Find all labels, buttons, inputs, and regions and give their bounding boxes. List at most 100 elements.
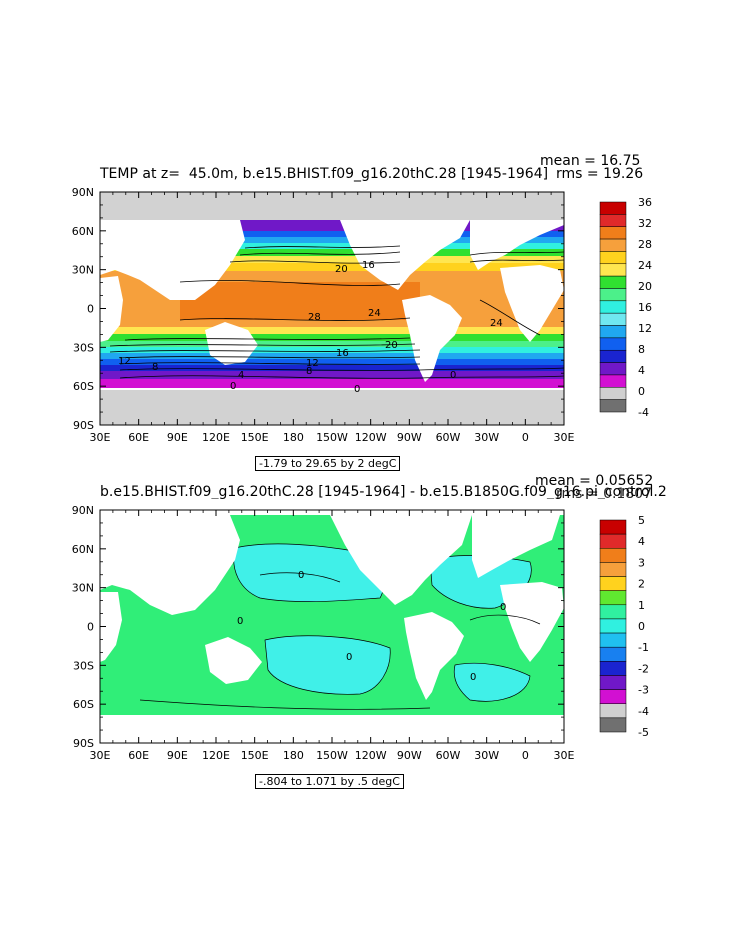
colorbar-swatch <box>599 576 627 591</box>
x-tick-label: 180 <box>283 431 304 444</box>
colorbar-label: -4 <box>638 406 649 419</box>
colorbar-swatch <box>599 590 627 606</box>
colorbar-label: 24 <box>638 259 652 272</box>
colorbar-swatch <box>599 300 627 314</box>
colorbar-swatch <box>599 661 627 676</box>
y-tick-label: 30N <box>72 582 94 595</box>
colorbar-swatch <box>599 646 627 662</box>
colorbar-label: 0 <box>638 620 645 633</box>
colorbar-swatch <box>599 562 627 577</box>
colorbar-swatch <box>599 717 627 733</box>
colorbar-label: -4 <box>638 705 649 718</box>
panel1-contour-label: 20 <box>335 264 348 275</box>
colorbar-label: 2 <box>638 578 645 591</box>
colorbar-label: 32 <box>638 217 652 230</box>
colorbar-label: -1 <box>638 641 649 654</box>
colorbar-swatch <box>599 214 627 227</box>
x-tick-label: 60W <box>436 749 461 762</box>
colorbar-swatch <box>599 288 627 302</box>
y-tick-label: 60S <box>73 380 94 393</box>
colorbar-swatch <box>599 399 627 413</box>
x-tick-label: 150W <box>316 431 348 444</box>
x-tick-label: 180 <box>283 749 304 762</box>
panel1-land <box>100 220 564 425</box>
colorbar-swatch <box>599 548 627 563</box>
panel2-rms: rms = 0.1807 <box>556 486 653 502</box>
colorbar-swatch <box>599 251 627 265</box>
panel1-contour-label: 20 <box>385 340 398 351</box>
x-tick-label: 60W <box>436 431 461 444</box>
colorbar-swatch <box>599 263 627 277</box>
colorbar-label: 5 <box>638 514 645 527</box>
panel1-rms: rms = 19.26 <box>556 166 644 182</box>
y-tick-label: 0 <box>87 621 94 634</box>
panel1-contour-label: 8 <box>152 362 158 373</box>
colorbar-swatch <box>599 374 627 388</box>
panel1-contour-label: 0 <box>450 370 456 381</box>
panel2-land <box>100 515 564 743</box>
y-tick-label: 90N <box>72 504 94 517</box>
panel2-contour-label: 0 <box>298 570 304 581</box>
panel1-contour-label: 24 <box>368 308 381 319</box>
y-tick-label: 90S <box>73 737 94 750</box>
x-tick-label: 60E <box>128 749 149 762</box>
x-tick-label: 150W <box>316 749 348 762</box>
colorbar-label: 28 <box>638 238 652 251</box>
panel1-contour-label: 8 <box>306 366 312 377</box>
colorbar-swatch <box>599 275 627 289</box>
panel1-contour-label: 0 <box>354 384 360 395</box>
panel1-colorbar: 36 32 28 24 20 16 12 8 4 0 -4 <box>599 196 652 419</box>
panel2-mean: mean = 0.05652 <box>535 473 654 489</box>
x-tick-label: 120E <box>202 749 230 762</box>
panel1-axes: 30E 60E 90E 120E 150E 180 150W 120W 90W 60W 30W 0 30… <box>72 186 575 444</box>
panel1-mean: mean = 16.75 <box>540 153 641 169</box>
x-tick-label: 90E <box>167 431 188 444</box>
x-tick-label: 90W <box>397 431 422 444</box>
y-tick-label: 30S <box>73 341 94 354</box>
colorbar-label: -5 <box>638 726 649 739</box>
colorbar-swatch <box>599 632 627 648</box>
panel1-contour-label: 24 <box>490 318 503 329</box>
colorbar-label: 36 <box>638 196 652 209</box>
colorbar-swatch <box>599 349 627 363</box>
colorbar-swatch <box>599 387 627 400</box>
colorbar-swatch <box>599 337 627 351</box>
x-tick-label: 30E <box>554 749 575 762</box>
x-tick-label: 120W <box>355 431 387 444</box>
x-tick-label: 30W <box>474 431 499 444</box>
panel1-contour-label: 0 <box>230 381 236 392</box>
x-tick-label: 120W <box>355 749 387 762</box>
x-tick-label: 60E <box>128 431 149 444</box>
panel2-colorbar: 5 4 3 2 1 0 -1 -2 -3 -4 -5 <box>599 514 649 739</box>
y-tick-label: 90N <box>72 186 94 199</box>
colorbar-swatch <box>599 604 627 620</box>
panel2-contour-label: 0 <box>237 616 243 627</box>
colorbar-swatch <box>599 238 627 252</box>
colorbar-label: 16 <box>638 301 652 314</box>
colorbar-label: 4 <box>638 364 645 377</box>
panel1-contour-label: 4 <box>238 370 244 381</box>
panel1-title: TEMP at z= 45.0m, b.e15.BHIST.f09_g16.20… <box>100 166 549 182</box>
x-tick-label: 30E <box>90 431 111 444</box>
colorbar-swatch <box>599 675 627 690</box>
x-tick-label: 90E <box>167 749 188 762</box>
colorbar-label: 0 <box>638 385 645 398</box>
y-tick-label: 90S <box>73 419 94 432</box>
colorbar-label: 20 <box>638 280 652 293</box>
panel1-contours <box>109 245 564 379</box>
panel2-contour-info: -.804 to 1.071 by .5 degC <box>255 774 404 789</box>
x-tick-label: 90W <box>397 749 422 762</box>
colorbar-swatch <box>599 703 627 719</box>
y-tick-label: 60N <box>72 543 94 556</box>
colorbar-swatch <box>599 519 627 535</box>
colorbar-swatch <box>599 362 627 376</box>
colorbar-label: 4 <box>638 535 645 548</box>
panel2-axes: 30E 60E 90E 120E 150E 180 150W 120W 90W 60W 30W 0 30… <box>72 504 575 762</box>
panel1-contour-label: 12 <box>118 356 131 367</box>
colorbar-swatch <box>599 325 627 339</box>
colorbar-label: 12 <box>638 322 652 335</box>
x-tick-label: 30W <box>474 749 499 762</box>
x-tick-label: 150E <box>241 431 269 444</box>
panel2-zero-contours <box>139 572 541 710</box>
